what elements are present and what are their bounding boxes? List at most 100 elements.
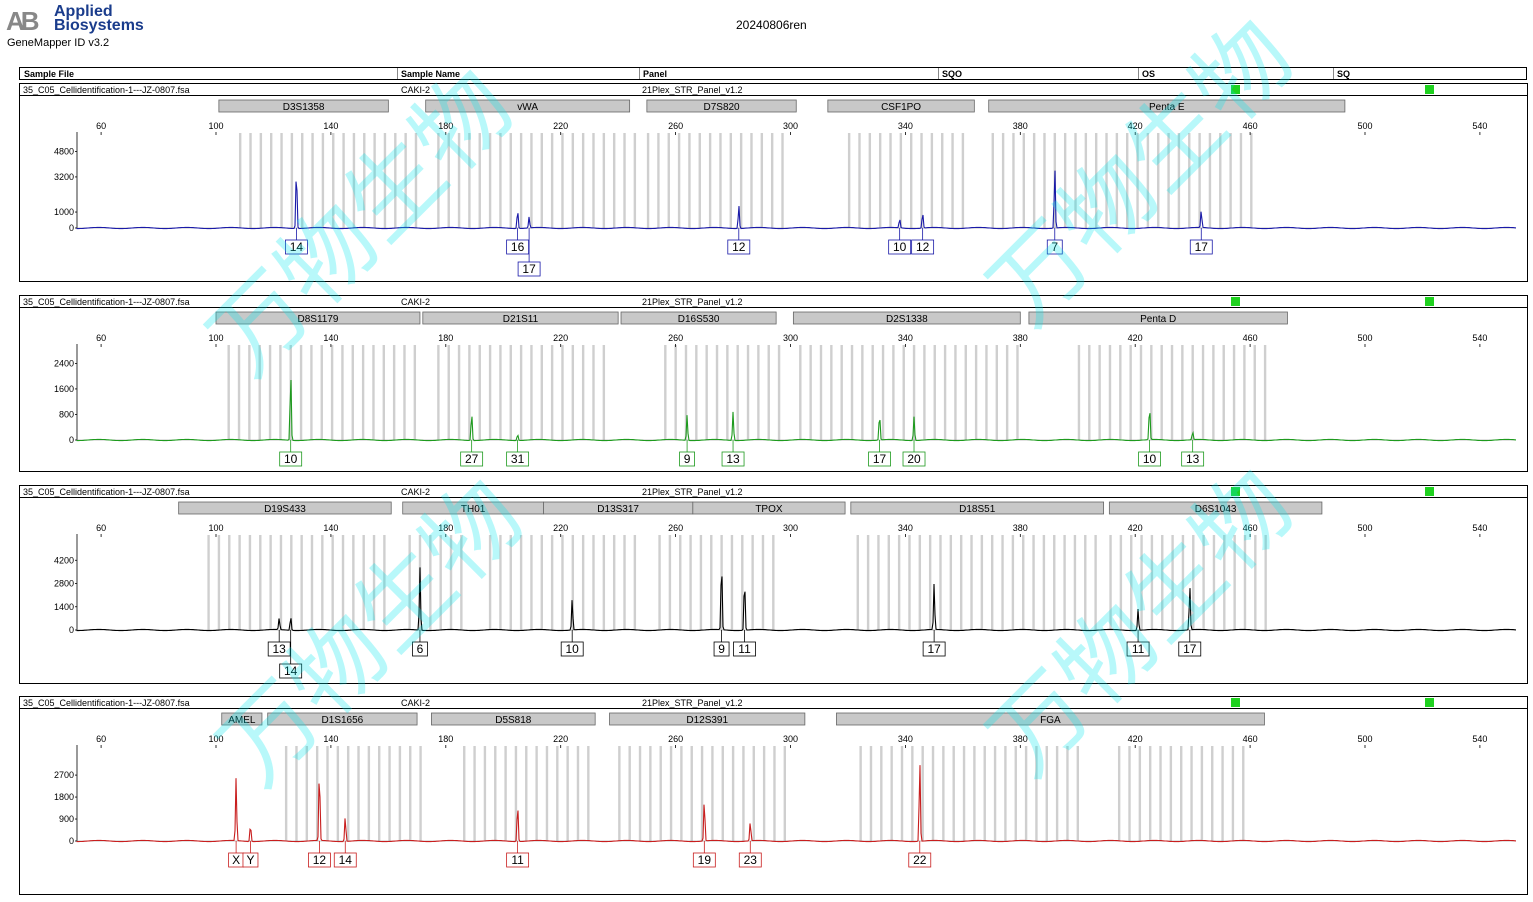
allele-label: 13 bbox=[1186, 452, 1200, 466]
allele-bin bbox=[931, 746, 935, 841]
allele-bin bbox=[677, 133, 681, 228]
allele-bin bbox=[1212, 535, 1216, 630]
allele-bin bbox=[571, 345, 575, 440]
allele-bin bbox=[1232, 345, 1236, 440]
brand-line-2: Biosystems bbox=[54, 17, 144, 34]
marker-label: D7S820 bbox=[703, 102, 740, 113]
marker-bar bbox=[988, 99, 1346, 113]
allele-bin bbox=[499, 535, 502, 630]
allele-bin bbox=[770, 133, 774, 228]
allele-bin bbox=[1211, 746, 1214, 841]
allele-bin bbox=[773, 746, 776, 841]
allele-bin bbox=[311, 133, 314, 228]
marker-bar bbox=[221, 712, 263, 726]
allele-label: 17 bbox=[1183, 642, 1197, 656]
x-tick-label: 180 bbox=[438, 734, 453, 744]
allele-bin bbox=[633, 133, 637, 228]
allele-bin bbox=[468, 345, 471, 440]
allele-bin bbox=[1094, 535, 1097, 630]
allele-bin bbox=[1094, 133, 1098, 228]
sq-status-indicator bbox=[1425, 297, 1434, 306]
allele-label-box bbox=[868, 451, 891, 467]
allele-label-box bbox=[1138, 451, 1161, 467]
allele-bin bbox=[618, 746, 621, 841]
sample-info-row bbox=[19, 295, 1528, 308]
allele-bin bbox=[1242, 746, 1245, 841]
allele-label-box bbox=[333, 852, 357, 868]
allele-bin bbox=[730, 535, 734, 630]
x-tick-label: 380 bbox=[1013, 734, 1028, 744]
allele-bin bbox=[504, 746, 507, 841]
allele-bin bbox=[710, 535, 713, 630]
run-title: 20240806ren bbox=[736, 18, 807, 32]
allele-bin bbox=[1109, 535, 1112, 630]
allele-bin bbox=[858, 133, 861, 228]
allele-bin bbox=[248, 535, 252, 630]
allele-bin bbox=[668, 535, 672, 630]
allele-bin bbox=[535, 746, 538, 841]
allele-bin bbox=[509, 345, 512, 440]
allele-bin bbox=[1140, 535, 1143, 630]
allele-bin bbox=[993, 746, 997, 841]
allele-bin bbox=[961, 133, 965, 228]
marker-bar bbox=[827, 99, 975, 113]
allele-label-box bbox=[506, 239, 530, 255]
allele-bin bbox=[1223, 535, 1226, 630]
allele-bin bbox=[429, 535, 432, 630]
allele-bin bbox=[1231, 746, 1235, 841]
allele-bin bbox=[566, 746, 569, 841]
allele-bin bbox=[561, 345, 564, 440]
col-sqo[interactable]: SQO bbox=[942, 69, 963, 79]
allele-label: 11 bbox=[738, 642, 751, 656]
allele-bin bbox=[658, 535, 661, 630]
allele-bin bbox=[483, 746, 487, 841]
allele-label-box bbox=[692, 852, 716, 868]
allele-bin bbox=[729, 133, 733, 228]
allele-bin bbox=[404, 133, 407, 228]
allele-bin bbox=[1150, 535, 1154, 630]
allele-bin bbox=[1130, 535, 1133, 630]
allele-label: 17 bbox=[522, 262, 536, 276]
panel-blue: 35_C05_Cellidentification-1---JZ-0807.fs… bbox=[19, 83, 1528, 282]
x-tick-label: 100 bbox=[208, 121, 223, 131]
allele-bin bbox=[372, 345, 375, 440]
allele-bin bbox=[473, 746, 476, 841]
allele-bin bbox=[911, 746, 914, 841]
allele-bin bbox=[346, 746, 350, 841]
allele-bin bbox=[908, 535, 911, 630]
allele-bin bbox=[1045, 746, 1048, 841]
allele-bin bbox=[689, 535, 692, 630]
col-sq[interactable]: SQ bbox=[1337, 69, 1351, 79]
allele-bin bbox=[959, 535, 963, 630]
sample-file-name: 35_C05_Cellidentification-1---JZ-0807.fs… bbox=[23, 297, 190, 307]
panel-red: 35_C05_Cellidentification-1---JZ-0807.fs… bbox=[19, 696, 1528, 895]
allele-bin bbox=[509, 133, 512, 228]
y-tick-label: 1000 bbox=[54, 207, 74, 217]
allele-label-box bbox=[1189, 239, 1213, 255]
allele-bin bbox=[269, 535, 272, 630]
col-panel[interactable]: Panel bbox=[643, 69, 668, 79]
marker-label: D3S1358 bbox=[283, 102, 325, 113]
col-sample-file[interactable]: Sample File bbox=[24, 69, 75, 79]
allele-bin bbox=[449, 535, 453, 630]
allele-bin bbox=[1004, 746, 1007, 841]
allele-bin bbox=[1043, 133, 1046, 228]
col-sample-name[interactable]: Sample Name bbox=[401, 69, 461, 79]
allele-bin bbox=[227, 345, 230, 440]
allele-label: 31 bbox=[511, 452, 525, 466]
marker-label: D18S51 bbox=[959, 504, 996, 515]
allele-bin bbox=[207, 535, 210, 630]
allele-bin bbox=[383, 535, 386, 630]
allele-bin bbox=[326, 746, 329, 841]
marker-bar bbox=[431, 712, 596, 726]
x-tick-label: 460 bbox=[1243, 734, 1258, 744]
sample-file-name: 35_C05_Cellidentification-1---JZ-0807.fs… bbox=[23, 85, 190, 95]
allele-bin bbox=[238, 133, 242, 228]
panel-frame bbox=[19, 95, 1528, 282]
sq-status-indicator bbox=[1425, 85, 1434, 94]
allele-bin bbox=[983, 746, 986, 841]
allele-bin bbox=[1192, 535, 1195, 630]
y-tick-label: 1600 bbox=[54, 384, 74, 394]
allele-bin bbox=[1170, 345, 1174, 440]
col-os[interactable]: OS bbox=[1142, 69, 1156, 79]
